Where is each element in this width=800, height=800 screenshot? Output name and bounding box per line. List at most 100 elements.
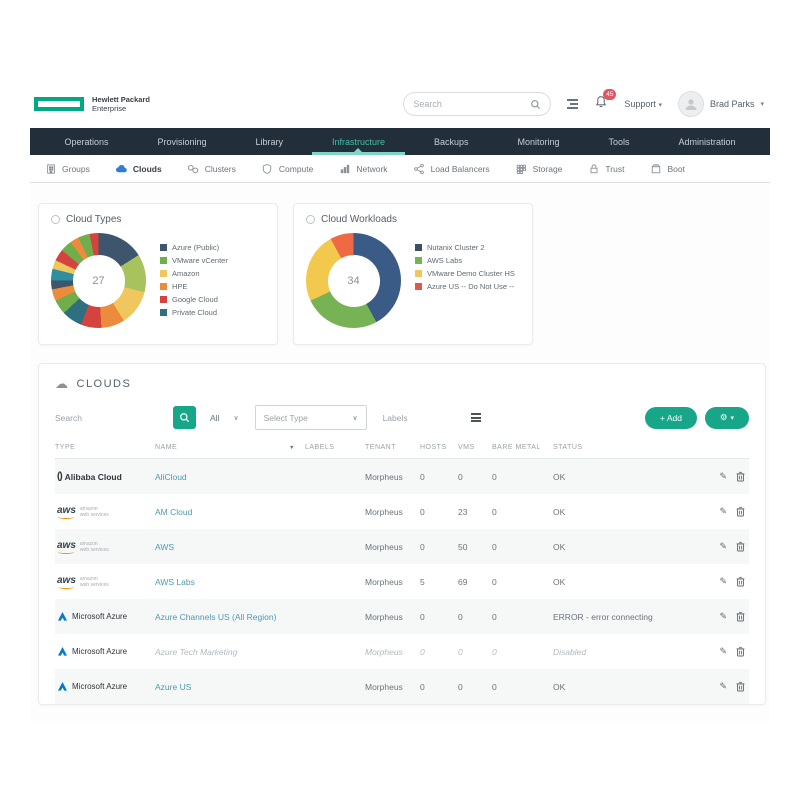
nav-item-operations[interactable]: Operations xyxy=(64,136,109,147)
nav-item-backups[interactable]: Backups xyxy=(433,136,469,147)
user-menu[interactable]: Brad Parks ▾ xyxy=(677,91,764,117)
edit-icon[interactable]: ✎ xyxy=(719,611,727,621)
legend-item: Google Cloud xyxy=(160,295,228,304)
delete-icon[interactable] xyxy=(736,541,745,552)
network-icon xyxy=(338,162,351,175)
azure-logo: Microsoft Azure xyxy=(57,611,127,622)
activity-list-icon[interactable] xyxy=(567,97,579,111)
nav-item-infrastructure[interactable]: Infrastructure xyxy=(311,128,406,155)
table-row[interactable]: aws amazon web services AM Cloud Morpheus 0 23… xyxy=(55,494,749,529)
delete-icon[interactable] xyxy=(736,471,745,482)
cloud-name-link[interactable]: AWS Labs xyxy=(155,576,195,587)
table-search-input[interactable] xyxy=(55,405,173,430)
delete-icon[interactable] xyxy=(736,611,745,622)
nav-item-administration[interactable]: Administration xyxy=(678,136,736,147)
cloud-name-link[interactable]: AliCloud xyxy=(155,471,187,482)
cell-vms: 69 xyxy=(458,576,468,587)
column-header-vms[interactable]: VMS xyxy=(458,444,475,451)
add-button[interactable]: + Add xyxy=(645,406,697,429)
infrastructure-subnav: Groups Clouds Clusters Compute Network Load B… xyxy=(30,155,770,183)
legend-swatch xyxy=(160,244,167,251)
aws-logo: aws amazon web services xyxy=(57,504,109,519)
cloud-name-link[interactable]: AWS xyxy=(155,541,175,552)
cloud-name-link[interactable]: Azure Tech Marketing xyxy=(155,646,238,657)
cell-type: aws amazon web services xyxy=(55,504,155,519)
subnav-item-load-balancers[interactable]: Load Balancers xyxy=(413,162,490,175)
column-header-tenant[interactable]: TENANT xyxy=(365,444,396,451)
subnav-item-clouds[interactable]: Clouds xyxy=(115,162,162,175)
legend-swatch xyxy=(415,257,422,264)
subnav-item-boot[interactable]: Boot xyxy=(649,162,685,175)
cloud-name-link[interactable]: Azure US xyxy=(155,681,192,692)
edit-icon[interactable]: ✎ xyxy=(719,471,727,481)
table-row[interactable]: Microsoft Azure Azure Tech Marketing Morph… xyxy=(55,634,749,669)
edit-icon[interactable]: ✎ xyxy=(719,576,727,586)
cloud-name-link[interactable]: Azure Channels US (All Region) xyxy=(155,611,277,622)
subnav-item-clusters[interactable]: Clusters xyxy=(187,162,236,175)
settings-gear-button[interactable]: ⚙ ▾ xyxy=(705,406,749,429)
subnav-item-trust[interactable]: Trust xyxy=(587,162,624,175)
cell-tenant: Morpheus xyxy=(365,646,403,657)
hpe-logo-text: Hewlett Packard Enterprise xyxy=(92,95,150,114)
nav-item-library[interactable]: Library xyxy=(255,136,283,147)
subnav-item-groups[interactable]: Groups xyxy=(44,162,90,175)
cell-actions: ✎ xyxy=(709,506,749,517)
subnav-item-network[interactable]: Network xyxy=(338,162,388,175)
column-header-name[interactable]: NAME ▼ xyxy=(155,444,295,451)
nav-item-tools[interactable]: Tools xyxy=(608,136,630,147)
subnav-item-storage[interactable]: Storage xyxy=(515,162,562,175)
global-search-placeholder: Search xyxy=(413,99,442,109)
cell-status: OK xyxy=(553,681,566,692)
delete-icon[interactable] xyxy=(736,646,745,657)
column-header-status[interactable]: STATUS xyxy=(553,444,583,451)
select-type-dropdown[interactable]: Select Type ∨ xyxy=(254,405,367,430)
table-row[interactable]: () Alibaba Cloud AliCloud Morpheus 0 0 0 OK ✎ xyxy=(55,459,749,494)
edit-icon[interactable]: ✎ xyxy=(719,646,727,656)
trust-icon xyxy=(587,162,600,175)
cell-tenant: Morpheus xyxy=(365,506,403,517)
table-row[interactable]: aws amazon web services AWS Labs Morpheus 5 69… xyxy=(55,564,749,599)
nav-item-provisioning[interactable]: Provisioning xyxy=(157,136,207,147)
delete-icon[interactable] xyxy=(736,576,745,587)
edit-icon[interactable]: ✎ xyxy=(719,681,727,691)
edit-icon[interactable]: ✎ xyxy=(719,541,727,551)
list-view-icon[interactable] xyxy=(470,412,481,424)
table-search-button[interactable] xyxy=(173,406,196,429)
clusters-icon xyxy=(187,162,200,175)
subnav-item-compute[interactable]: Compute xyxy=(261,162,313,175)
column-header-hosts[interactable]: HOSTS xyxy=(420,444,447,451)
donut-mini-icon xyxy=(306,215,315,224)
notifications-button[interactable]: 45 xyxy=(594,88,617,114)
cell-bare-metal: 0 xyxy=(492,611,497,622)
cell-vms: 0 xyxy=(458,471,463,482)
edit-icon[interactable]: ✎ xyxy=(719,506,727,516)
table-row[interactable]: Microsoft Azure Azure US Morpheus 0 0 0 OK ✎ xyxy=(55,669,749,704)
column-header-labels[interactable]: LABELS xyxy=(305,444,335,451)
table-row[interactable]: Microsoft Azure Azure Channels US (All Re… xyxy=(55,599,749,634)
cloud-name-link[interactable]: AM Cloud xyxy=(155,506,193,517)
clouds-title: ☁ CLOUDS xyxy=(55,376,132,391)
load-balancers-icon xyxy=(413,162,426,175)
cell-actions: ✎ xyxy=(709,681,749,692)
cell-actions: ✎ xyxy=(709,541,749,552)
cell-bare-metal: 0 xyxy=(492,541,497,552)
table-row[interactable]: aws amazon web services AWS Morpheus 0 50 0 OK ✎ xyxy=(55,529,749,564)
column-header-type[interactable]: TYPE xyxy=(55,444,76,451)
filter-all-dropdown[interactable]: All ∨ xyxy=(210,412,239,423)
legend-item: Nutanix Cluster 2 xyxy=(415,243,515,252)
global-search-input[interactable]: Search xyxy=(403,92,552,116)
cell-type: aws amazon web services xyxy=(55,575,155,589)
support-menu[interactable]: Support ▾ xyxy=(624,99,662,109)
legend-swatch xyxy=(160,283,167,290)
legend-item: AWS Labs xyxy=(415,256,515,265)
column-header-bare-metal[interactable]: BARE METAL xyxy=(492,444,541,451)
cell-status: OK xyxy=(553,506,566,517)
delete-icon[interactable] xyxy=(736,506,745,517)
sort-icon: ▼ xyxy=(289,444,295,451)
donut-chart: 34 xyxy=(306,233,401,328)
nav-item-monitoring[interactable]: Monitoring xyxy=(517,136,560,147)
chart-title: Cloud Workloads xyxy=(306,214,520,225)
delete-icon[interactable] xyxy=(736,681,745,692)
labels-input[interactable]: Labels xyxy=(382,412,408,423)
cell-vms: 50 xyxy=(458,541,468,552)
